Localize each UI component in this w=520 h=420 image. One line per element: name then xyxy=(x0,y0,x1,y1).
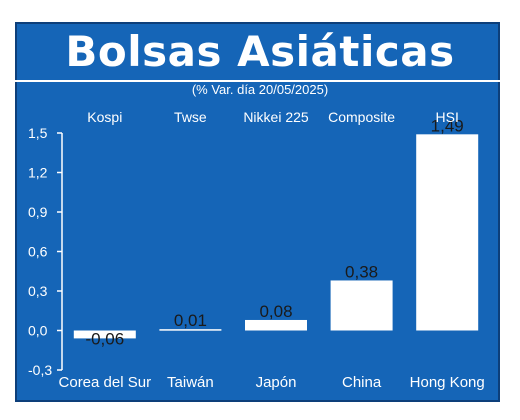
bar xyxy=(330,280,393,331)
bar xyxy=(159,329,222,331)
index-name-label: HSI xyxy=(436,109,459,125)
y-tick-label: 0,6 xyxy=(28,244,48,260)
bar xyxy=(73,330,136,339)
x-tick-label: Corea del Sur xyxy=(59,374,152,391)
y-tick-label: 1,5 xyxy=(28,125,48,141)
data-label: 1,49 xyxy=(431,116,464,135)
y-tick-label: 0,9 xyxy=(28,204,48,220)
data-label: 0,08 xyxy=(259,302,292,321)
x-tick-label: China xyxy=(342,374,382,391)
data-label: -0,06 xyxy=(85,330,124,349)
bar xyxy=(245,319,307,331)
y-tick-label: 0,3 xyxy=(28,283,48,299)
chart-title: Bolsas Asiáticas xyxy=(65,27,455,76)
index-name-label: Nikkei 225 xyxy=(243,109,309,125)
data-label: 0,01 xyxy=(174,311,207,330)
y-tick-label: 0,0 xyxy=(28,323,48,339)
bar xyxy=(416,134,479,331)
x-tick-label: Taiwán xyxy=(167,374,214,391)
y-tick-label: -0,3 xyxy=(28,362,52,378)
x-tick-label: Hong Kong xyxy=(410,374,485,391)
index-name-label: Kospi xyxy=(87,109,122,125)
index-name-label: Composite xyxy=(328,109,395,125)
title-divider xyxy=(15,80,500,82)
data-label: 0,38 xyxy=(345,262,378,281)
index-name-label: Twse xyxy=(174,109,207,125)
x-tick-label: Japón xyxy=(256,374,297,391)
chart-subtitle: (% Var. día 20/05/2025) xyxy=(191,82,329,97)
y-tick-label: 1,2 xyxy=(28,165,48,181)
